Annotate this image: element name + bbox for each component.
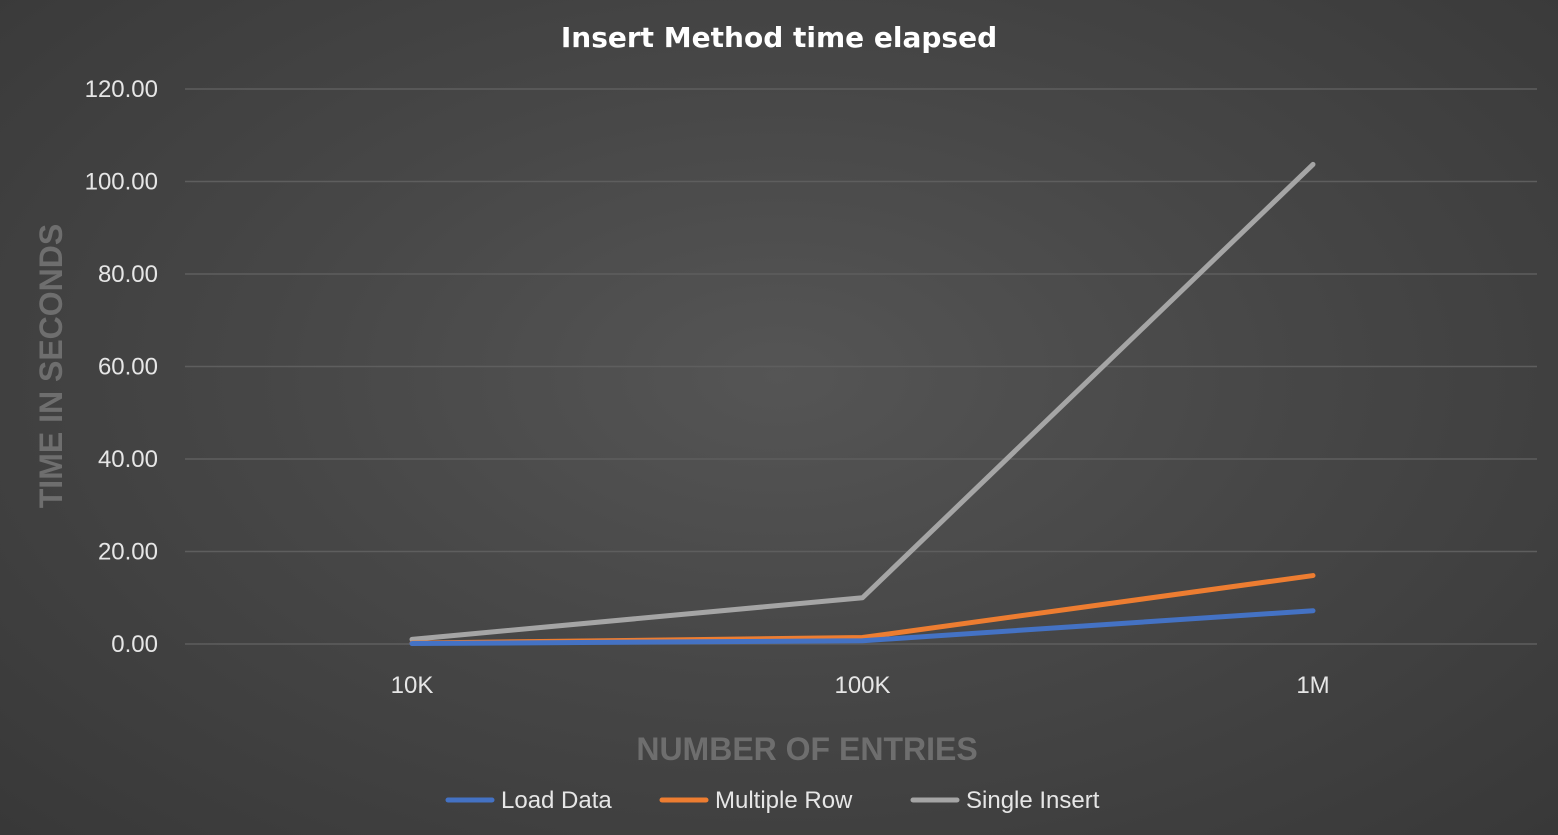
- gridlines: [185, 88, 1537, 645]
- y-tick-label: 40.00: [98, 446, 158, 473]
- chart-title: Insert Method time elapsed: [561, 21, 997, 54]
- x-tick-label: 1M: [1296, 672, 1329, 699]
- legend-label: Single Insert: [966, 787, 1100, 814]
- series-lines: [409, 161, 1316, 647]
- y-axis-title: TIME IN SECONDS: [33, 224, 69, 508]
- legend-item: Single Insert: [910, 787, 1100, 814]
- y-axis-ticks: 0.00 20.00 40.00 60.00 80.00 100.00 120.00: [85, 76, 158, 658]
- y-tick-label: 60.00: [98, 354, 158, 381]
- legend-label: Multiple Row: [715, 787, 853, 814]
- y-tick-label: 120.00: [85, 76, 158, 103]
- series-line-multiple-row: [409, 573, 1316, 646]
- y-tick-label: 80.00: [98, 261, 158, 288]
- x-tick-label: 100K: [834, 672, 890, 699]
- legend: Load Data Multiple Row Single Insert: [445, 787, 1100, 814]
- series-line-single-insert: [409, 161, 1316, 642]
- x-tick-label: 10K: [391, 672, 434, 699]
- x-axis-ticks: 10K 100K 1M: [391, 672, 1330, 699]
- y-tick-label: 0.00: [111, 631, 158, 658]
- legend-item: Load Data: [445, 787, 612, 814]
- legend-item: Multiple Row: [659, 787, 853, 814]
- legend-label: Load Data: [501, 787, 612, 814]
- series-line-load-data: [409, 608, 1316, 647]
- y-tick-label: 20.00: [98, 539, 158, 566]
- x-axis-title: NUMBER OF ENTRIES: [636, 731, 977, 767]
- y-tick-label: 100.00: [85, 169, 158, 196]
